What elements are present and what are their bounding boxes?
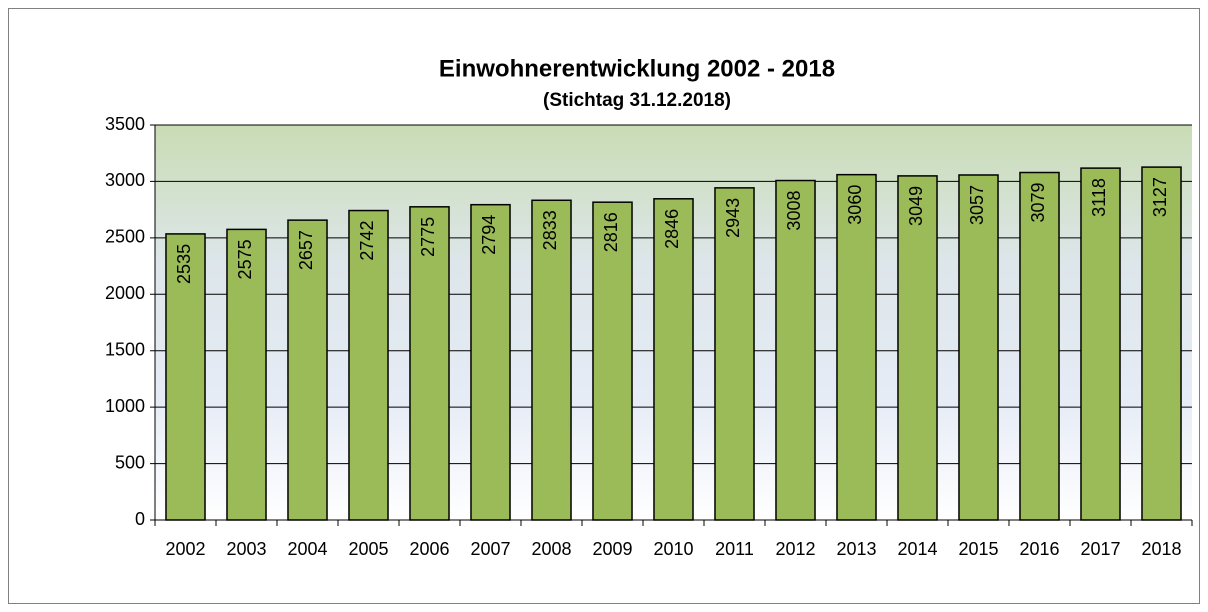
x-tick-label: 2013 xyxy=(836,539,876,559)
data-label: 2742 xyxy=(357,221,377,261)
x-tick-label: 2012 xyxy=(775,539,815,559)
data-label: 2575 xyxy=(235,239,255,279)
bar xyxy=(775,179,816,521)
x-tick-label: 2009 xyxy=(592,539,632,559)
x-tick-label: 2004 xyxy=(287,539,327,559)
bar xyxy=(836,173,877,521)
bar xyxy=(470,203,511,521)
data-label: 2816 xyxy=(601,212,621,252)
x-tick-label: 2002 xyxy=(165,539,205,559)
data-label: 2535 xyxy=(174,244,194,284)
x-tick-label: 2006 xyxy=(409,539,449,559)
bar xyxy=(287,219,328,521)
data-label: 3057 xyxy=(967,185,987,225)
data-label: 3008 xyxy=(784,191,804,231)
y-tick-label: 3500 xyxy=(105,114,145,134)
data-label: 2657 xyxy=(296,230,316,270)
bar xyxy=(897,175,938,521)
bar xyxy=(165,233,206,521)
x-tick-label: 2003 xyxy=(226,539,266,559)
bar xyxy=(592,201,633,521)
x-tick-label: 2010 xyxy=(653,539,693,559)
data-label: 3049 xyxy=(906,186,926,226)
data-label: 3060 xyxy=(845,185,865,225)
data-label: 2775 xyxy=(418,217,438,257)
x-tick-label: 2017 xyxy=(1080,539,1120,559)
data-label: 2833 xyxy=(540,210,560,250)
y-tick-label: 1000 xyxy=(105,396,145,416)
chart-title: Einwohnerentwicklung 2002 - 2018 xyxy=(439,55,835,82)
data-label: 2943 xyxy=(723,198,743,238)
data-label: 3079 xyxy=(1028,183,1048,223)
bar xyxy=(958,174,999,521)
bar xyxy=(348,209,389,521)
bar xyxy=(653,198,694,521)
y-tick-label: 500 xyxy=(115,452,145,472)
x-tick-label: 2007 xyxy=(470,539,510,559)
x-tick-label: 2011 xyxy=(715,539,754,559)
x-tick-label: 2018 xyxy=(1141,539,1181,559)
bar xyxy=(1080,167,1121,521)
y-tick-label: 2000 xyxy=(105,283,145,303)
x-tick-label: 2014 xyxy=(897,539,937,559)
y-tick-label: 0 xyxy=(135,509,145,529)
y-tick-label: 2500 xyxy=(105,227,145,247)
data-label: 3127 xyxy=(1150,177,1170,217)
bar xyxy=(531,199,572,521)
bar xyxy=(409,206,450,521)
data-label: 2846 xyxy=(662,209,682,249)
data-label: 3118 xyxy=(1089,178,1109,217)
x-tick-label: 2015 xyxy=(958,539,998,559)
x-tick-label: 2016 xyxy=(1019,539,1059,559)
bar xyxy=(226,228,267,521)
x-tick-label: 2005 xyxy=(348,539,388,559)
y-tick-label: 1500 xyxy=(105,339,145,359)
bar xyxy=(714,187,755,521)
bar xyxy=(1019,171,1060,521)
data-label: 2794 xyxy=(479,215,499,255)
y-tick-label: 3000 xyxy=(105,170,145,190)
x-tick-label: 2008 xyxy=(531,539,571,559)
bar xyxy=(1141,166,1182,521)
chart-subtitle: (Stichtag 31.12.2018) xyxy=(543,90,731,111)
